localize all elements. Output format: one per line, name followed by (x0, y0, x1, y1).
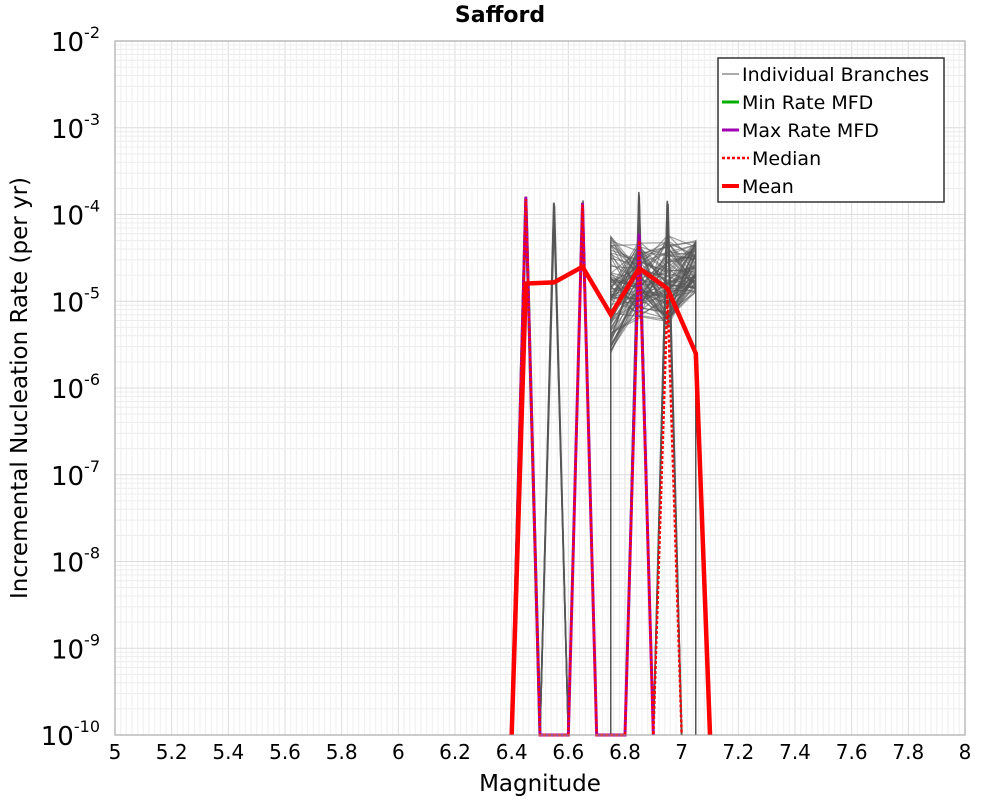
x-tick-label: 6.8 (609, 740, 641, 764)
x-tick-label: 5 (109, 740, 122, 764)
legend: Individual Branches Min Rate MFD Max Rate … (718, 58, 944, 202)
x-tick-label: 8 (959, 740, 972, 764)
x-tick-label: 5.6 (269, 740, 301, 764)
x-tick-label: 6.6 (552, 740, 584, 764)
x-tick-label: 7.4 (779, 740, 811, 764)
x-tick-label: 7.8 (892, 740, 924, 764)
y-tick-label: 10-5 (51, 283, 100, 318)
legend-label-min: Min Rate MFD (742, 92, 873, 114)
y-tick-label: 10-10 (41, 717, 100, 752)
y-axis-label: Incremental Nucleation Rate (per yr) (7, 177, 33, 599)
x-tick-label: 7 (675, 740, 688, 764)
y-tick-label: 10-3 (51, 110, 100, 145)
x-tick-label: 5.2 (156, 740, 188, 764)
x-tick-label: 7.2 (722, 740, 754, 764)
x-tick-label: 6 (392, 740, 405, 764)
x-tick-label: 5.4 (212, 740, 244, 764)
legend-label-median: Median (752, 148, 821, 170)
x-tick-label: 6.2 (439, 740, 471, 764)
y-tick-label: 10-2 (51, 23, 100, 58)
legend-label-max: Max Rate MFD (742, 120, 879, 142)
chart: Safford 5 5.2 5.4 5.6 5.8 6 6.2 6.4 6.6 6.8 7 7.2 7.… (0, 0, 1000, 800)
y-tick-label: 10-6 (51, 370, 100, 405)
legend-label-individual: Individual Branches (742, 64, 929, 86)
y-tick-labels: 10-10 10-9 10-8 10-7 10-6 10-5 10-4 10-3 10-2 (41, 23, 100, 752)
y-tick-label: 10-7 (51, 457, 100, 492)
x-tick-label: 7.6 (836, 740, 868, 764)
x-tick-labels: 5 5.2 5.4 5.6 5.8 6 6.2 6.4 6.6 6.8 7 7.2 7.4 7.6 7.8 8 (109, 740, 972, 764)
x-tick-label: 5.8 (326, 740, 358, 764)
y-tick-label: 10-8 (51, 544, 100, 579)
x-tick-label: 6.4 (496, 740, 528, 764)
y-tick-label: 10-9 (51, 630, 100, 665)
x-axis-label: Magnitude (479, 771, 601, 797)
legend-label-mean: Mean (742, 176, 794, 198)
y-tick-label: 10-4 (51, 197, 100, 232)
chart-title: Safford (455, 3, 545, 28)
